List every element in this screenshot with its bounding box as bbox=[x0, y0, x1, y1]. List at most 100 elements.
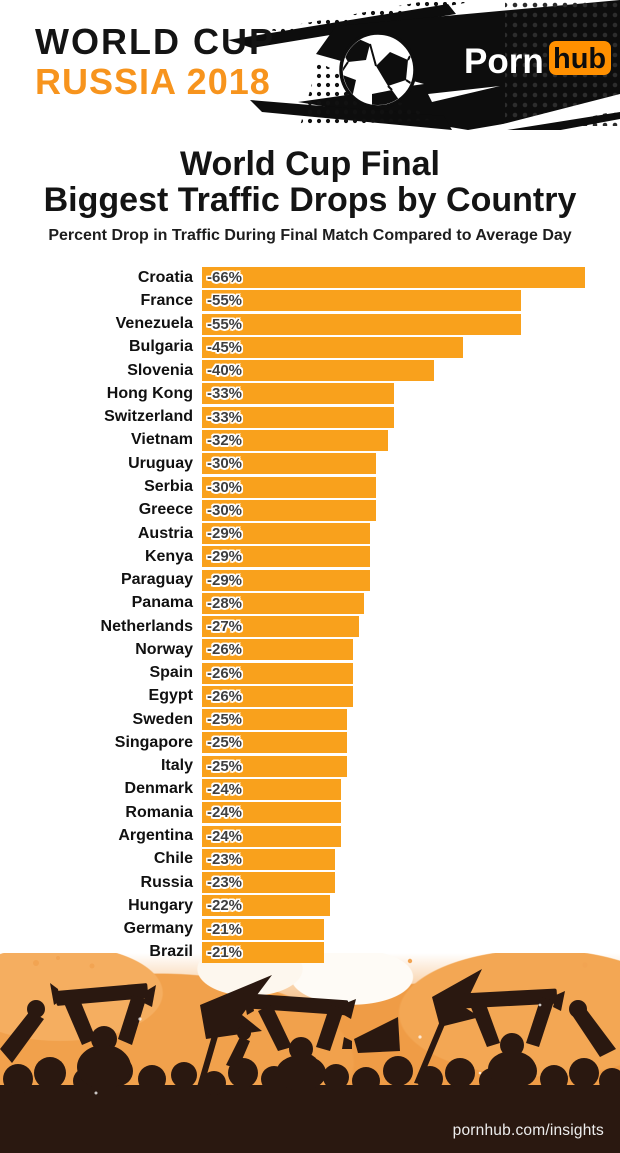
value-label: -24% bbox=[207, 804, 243, 822]
bar-row: Kenya -29% bbox=[0, 545, 620, 568]
bar-row: Hungary -22% bbox=[0, 894, 620, 917]
traffic-drop-bar: -40% bbox=[202, 360, 435, 382]
chart-title-line2: Biggest Traffic Drops by Country bbox=[43, 181, 577, 219]
logo-text-hub: hub bbox=[553, 43, 606, 75]
country-label: Norway bbox=[135, 640, 193, 658]
country-label: Chile bbox=[153, 850, 193, 868]
value-label: -33% bbox=[207, 408, 243, 426]
bar-track: -26% bbox=[202, 662, 585, 684]
traffic-drop-bar: -24% bbox=[202, 778, 342, 800]
value-label: -24% bbox=[207, 827, 243, 845]
white-slash bbox=[479, 94, 620, 130]
bar-row: France -55% bbox=[0, 289, 620, 312]
value-label: -29% bbox=[207, 525, 243, 543]
country-label: Argentina bbox=[118, 827, 193, 844]
bar-row: Austria -29% bbox=[0, 522, 620, 545]
bar-track: -33% bbox=[202, 406, 585, 428]
bar-row: Venezuela -55% bbox=[0, 313, 620, 336]
bar-track: -55% bbox=[202, 313, 585, 335]
black-slash-line bbox=[507, 112, 620, 130]
megaphone-icon bbox=[342, 1017, 400, 1053]
value-label: -26% bbox=[207, 687, 243, 705]
value-label: -33% bbox=[207, 385, 243, 403]
bar-row: Argentina -24% bbox=[0, 824, 620, 847]
bar-track: -29% bbox=[202, 569, 585, 591]
flag-icon bbox=[190, 975, 272, 1112]
bar-row: Sweden -25% bbox=[0, 708, 620, 731]
country-label: Paraguay bbox=[120, 571, 193, 589]
bar-track: -25% bbox=[202, 755, 585, 777]
bar-row: Spain -26% bbox=[0, 662, 620, 685]
traffic-drop-bar: -25% bbox=[202, 732, 348, 754]
bar-row: Panama -28% bbox=[0, 592, 620, 615]
bar-row: Switzerland -33% bbox=[0, 406, 620, 429]
bar-track: -24% bbox=[202, 778, 585, 800]
raised-fist bbox=[569, 1000, 616, 1057]
paint-splatter bbox=[33, 956, 588, 969]
value-label: -26% bbox=[207, 641, 243, 659]
bar-row: Egypt -26% bbox=[0, 685, 620, 708]
sparkles bbox=[94, 989, 542, 1095]
traffic-drop-bar: -55% bbox=[202, 290, 522, 312]
country-label: Brazil bbox=[149, 943, 193, 961]
event-title: WORLD CUP RUSSIA 2018 bbox=[35, 22, 275, 102]
value-label: -55% bbox=[207, 292, 243, 310]
raised-fist bbox=[0, 1000, 45, 1063]
chart-title: World Cup Final Biggest Traffic Drops by… bbox=[0, 146, 620, 218]
bar-track: -26% bbox=[202, 685, 585, 707]
traffic-drop-bar: -30% bbox=[202, 453, 377, 475]
value-label: -40% bbox=[207, 362, 243, 380]
value-label: -24% bbox=[207, 780, 243, 798]
value-label: -21% bbox=[207, 920, 243, 938]
country-label: Egypt bbox=[148, 687, 193, 705]
site-url-label: pornhub.com/insights bbox=[452, 1122, 604, 1139]
footer-illustration: pornhub.com/insights bbox=[0, 953, 620, 1153]
bar-track: -22% bbox=[202, 895, 585, 917]
bar-chart: Croatia -66% France -55% Venezuela -55% Bulgar… bbox=[0, 266, 620, 964]
country-label: Russia bbox=[140, 873, 193, 891]
traffic-drop-bar: -26% bbox=[202, 685, 353, 707]
country-label: Kenya bbox=[144, 547, 193, 565]
bar-track: -33% bbox=[202, 383, 585, 405]
crowd-silhouette-illustration bbox=[0, 956, 620, 1153]
country-label: Hungary bbox=[128, 896, 193, 914]
bar-row: Uruguay -30% bbox=[0, 452, 620, 475]
fan-with-scarf bbox=[50, 983, 156, 1089]
value-label: -66% bbox=[207, 269, 243, 287]
traffic-drop-bar: -23% bbox=[202, 848, 336, 870]
bar-row: Russia -23% bbox=[0, 871, 620, 894]
bar-row: Denmark -24% bbox=[0, 778, 620, 801]
bar-track: -26% bbox=[202, 639, 585, 661]
country-label: Croatia bbox=[137, 268, 193, 286]
bar-track: -45% bbox=[202, 336, 585, 358]
country-label: France bbox=[140, 291, 193, 309]
fan-with-scarf bbox=[455, 987, 565, 1087]
bar-row: Paraguay -29% bbox=[0, 568, 620, 591]
bar-row: Norway -26% bbox=[0, 638, 620, 661]
traffic-drop-bar: -25% bbox=[202, 755, 348, 777]
traffic-drop-bar: -24% bbox=[202, 825, 342, 847]
bar-track: -27% bbox=[202, 616, 585, 638]
traffic-drop-bar: -21% bbox=[202, 918, 324, 940]
bar-row: Chile -23% bbox=[0, 848, 620, 871]
value-label: -29% bbox=[207, 548, 243, 566]
country-label: Singapore bbox=[114, 733, 193, 751]
traffic-drop-bar: -21% bbox=[202, 941, 324, 963]
bar-track: -21% bbox=[202, 918, 585, 940]
country-label: Serbia bbox=[144, 478, 193, 496]
value-label: -55% bbox=[207, 315, 243, 333]
traffic-drop-bar: -55% bbox=[202, 313, 522, 335]
traffic-drop-bar: -33% bbox=[202, 383, 394, 405]
country-label: Austria bbox=[137, 524, 193, 542]
traffic-drop-bar: -25% bbox=[202, 709, 348, 731]
bar-track: -21% bbox=[202, 941, 585, 963]
traffic-drop-bar: -29% bbox=[202, 569, 371, 591]
bar-track: -24% bbox=[202, 825, 585, 847]
value-label: -29% bbox=[207, 571, 243, 589]
bar-track: -25% bbox=[202, 709, 585, 731]
traffic-drop-bar: -29% bbox=[202, 546, 371, 568]
bar-track: -30% bbox=[202, 476, 585, 498]
bar-track: -29% bbox=[202, 546, 585, 568]
bar-row: Singapore -25% bbox=[0, 731, 620, 754]
